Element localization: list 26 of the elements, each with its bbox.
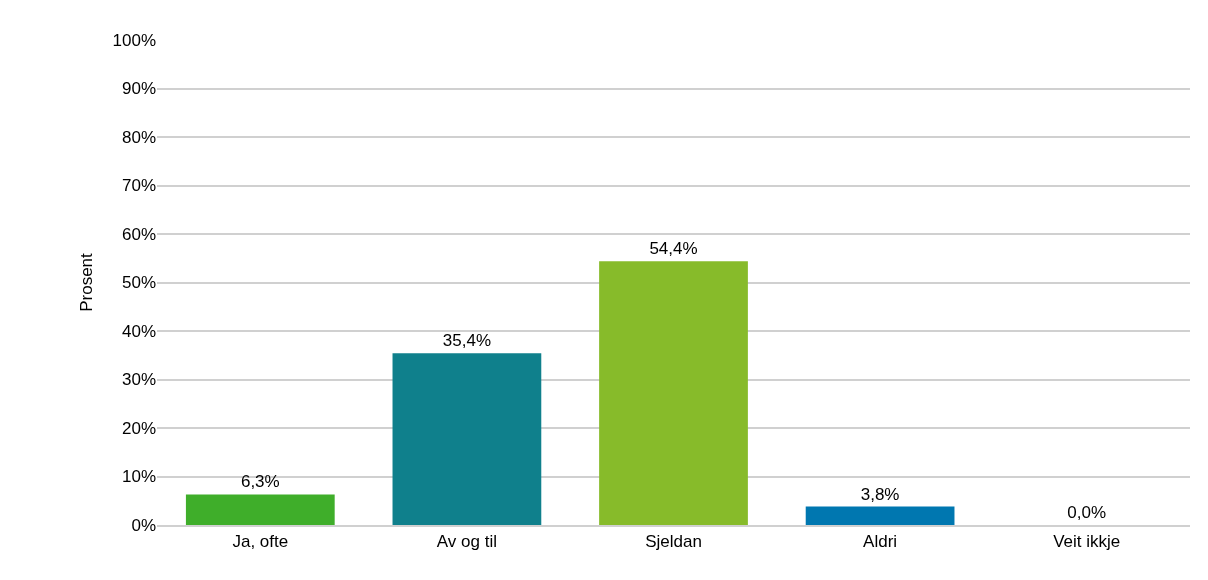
y-tick-label: 0% [131, 515, 156, 535]
x-tick-label: Aldri [863, 532, 898, 552]
y-tick-label: 10% [121, 467, 156, 487]
data-label: 0,0% [1067, 503, 1107, 522]
y-axis-title: Prosent [77, 252, 97, 312]
data-label: 54,4% [649, 239, 698, 259]
y-tick-label: 90% [121, 79, 156, 99]
y-tick-label: 30% [121, 370, 156, 390]
bar [805, 506, 955, 525]
y-tick-label: 60% [121, 224, 156, 244]
data-label: 3,8% [860, 484, 900, 504]
bar [185, 494, 335, 525]
x-tick-label: Sjeldan [645, 532, 702, 552]
y-tick-label: 70% [121, 176, 156, 196]
y-tick-label: 100% [112, 30, 156, 50]
x-tick-label: Av og til [436, 532, 497, 552]
y-tick-label: 40% [121, 321, 156, 341]
y-tick-label: 50% [121, 273, 156, 293]
y-tick-label: 20% [121, 418, 156, 438]
bar [392, 353, 542, 525]
y-tick-label: 80% [121, 127, 156, 147]
data-label: 6,3% [240, 472, 280, 492]
bar [599, 261, 748, 525]
x-tick-label: Ja, ofte [232, 532, 289, 552]
x-tick-label: Veit ikkje [1053, 532, 1121, 552]
data-label: 35,4% [442, 331, 491, 351]
